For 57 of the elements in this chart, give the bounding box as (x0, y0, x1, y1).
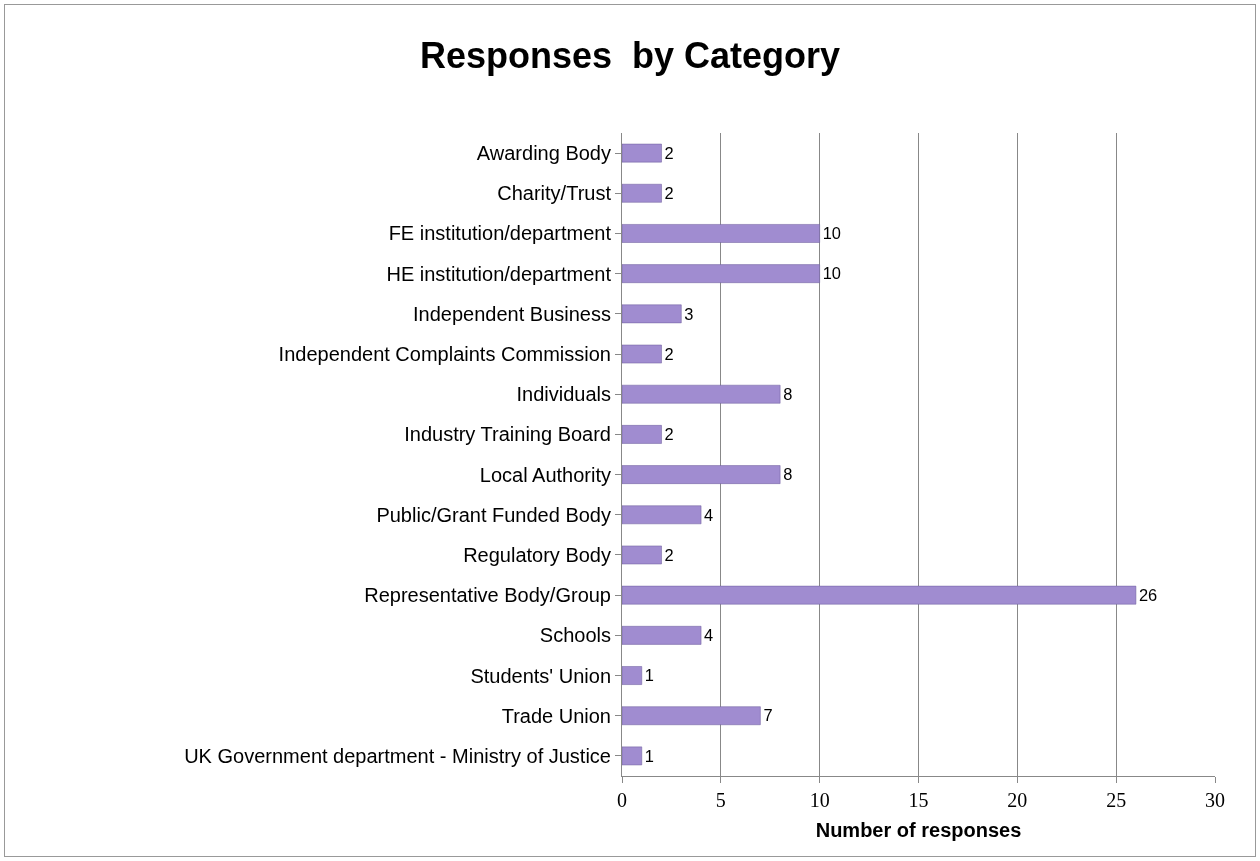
data-label: 4 (704, 505, 714, 524)
y-tick-label: Students' Union (470, 664, 611, 687)
bar (622, 344, 662, 364)
y-tick-label: Trade Union (501, 704, 611, 727)
y-tick-label: Independent Business (413, 302, 611, 325)
x-tick-label: 10 (809, 789, 830, 811)
data-label: 2 (664, 344, 674, 363)
bar (622, 746, 643, 766)
bar (622, 183, 662, 203)
data-label: 1 (644, 666, 654, 685)
y-tick-label: Industry Training Board (404, 423, 611, 446)
data-label: 2 (664, 143, 674, 162)
data-label: 2 (664, 425, 674, 444)
bar (622, 264, 820, 283)
bar (622, 465, 781, 484)
data-label: 10 (822, 264, 841, 283)
x-axis-title: Number of responses (815, 818, 1022, 841)
bar (622, 545, 662, 565)
y-tick-label: Awarding Body (476, 142, 611, 165)
x-tick-label: 30 (1205, 789, 1225, 811)
x-tick-label: 20 (1007, 789, 1028, 811)
y-tick-label: HE institution/department (386, 262, 612, 285)
data-label: 7 (763, 706, 773, 725)
x-tick-label: 15 (908, 789, 929, 811)
bar (622, 304, 682, 324)
data-label: 2 (664, 545, 674, 564)
bar (622, 626, 702, 645)
x-tick-label: 5 (715, 789, 726, 811)
data-label: 4 (704, 626, 714, 645)
bar (622, 585, 1137, 605)
y-tick-label: Charity/Trust (497, 182, 612, 205)
bar (622, 706, 761, 726)
chart-title: Responses by Category (419, 35, 841, 77)
y-tick-label: Representative Body/Group (364, 584, 611, 607)
data-label: 10 (822, 224, 841, 243)
data-label: 1 (644, 746, 654, 765)
data-label: 8 (783, 465, 793, 484)
x-tick-label: 0 (617, 789, 627, 811)
y-tick-label: Regulatory Body (463, 543, 611, 566)
data-label: 26 (1138, 585, 1158, 604)
y-tick-label: Independent Complaints Commission (278, 343, 611, 366)
y-tick-label: Individuals (516, 383, 611, 406)
data-label: 2 (664, 184, 674, 203)
y-tick-label: Public/Grant Funded Body (376, 503, 611, 526)
y-tick-label: FE institution/department (388, 222, 612, 245)
bar (622, 384, 781, 404)
bar (622, 505, 702, 525)
data-label: 3 (684, 304, 694, 323)
y-tick-label: Schools (539, 624, 611, 647)
bar (622, 143, 662, 163)
bar (622, 425, 662, 444)
bar (622, 666, 643, 685)
y-tick-label: UK Government department - Ministry of Justice (184, 744, 611, 767)
x-tick-label: 25 (1106, 789, 1127, 811)
data-label: 8 (783, 384, 793, 403)
y-tick-label: Local Authority (479, 463, 611, 486)
bar (622, 224, 820, 243)
